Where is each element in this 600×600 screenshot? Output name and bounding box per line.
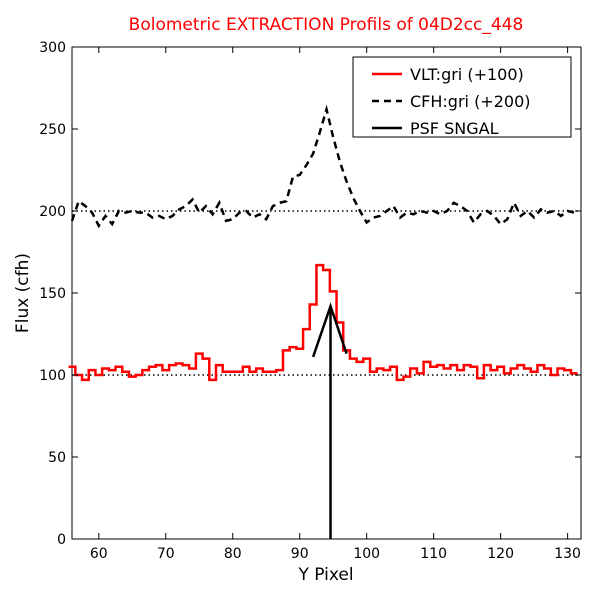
x-tick-label: 90	[291, 546, 309, 562]
x-tick-label: 110	[420, 546, 447, 562]
y-tick-label: 250	[39, 122, 66, 138]
legend: VLT:gri (+100) CFH:gri (+200) PSF SNGAL	[352, 56, 572, 138]
y-tick-label: 0	[57, 532, 66, 548]
legend-label: PSF SNGAL	[410, 119, 499, 138]
x-tick-label: 80	[224, 546, 242, 562]
legend-frame	[352, 56, 572, 138]
x-tick-label: 70	[157, 546, 175, 562]
x-tick-label: 60	[90, 546, 108, 562]
series-line	[68, 263, 578, 382]
series-line	[70, 104, 575, 229]
y-tick-label: 300	[39, 40, 66, 56]
y-tick-label: 50	[48, 450, 66, 466]
series-layer	[68, 104, 578, 539]
x-tick-label: 100	[353, 546, 380, 562]
y-axis-label: Flux (cfh)	[13, 253, 33, 333]
legend-label: CFH:gri (+200)	[410, 92, 531, 111]
y-tick-label: 150	[39, 286, 66, 302]
x-tick-label: 130	[554, 546, 581, 562]
y-tick-label: 100	[39, 368, 66, 384]
x-tick-label: 120	[487, 546, 514, 562]
y-axis-ticks: 0 50 100 150 200 250 300	[39, 40, 581, 548]
legend-label: VLT:gri (+100)	[410, 65, 524, 84]
x-axis-ticks: 60 70 80 90 100 110 120 130	[90, 47, 581, 562]
y-tick-label: 200	[39, 204, 66, 220]
x-axis-label: Y Pixel	[297, 565, 353, 585]
chart-title: Bolometric EXTRACTION Profils of 04D2cc_…	[129, 15, 524, 35]
reference-lines	[72, 210, 581, 376]
plot-area	[68, 46, 582, 540]
